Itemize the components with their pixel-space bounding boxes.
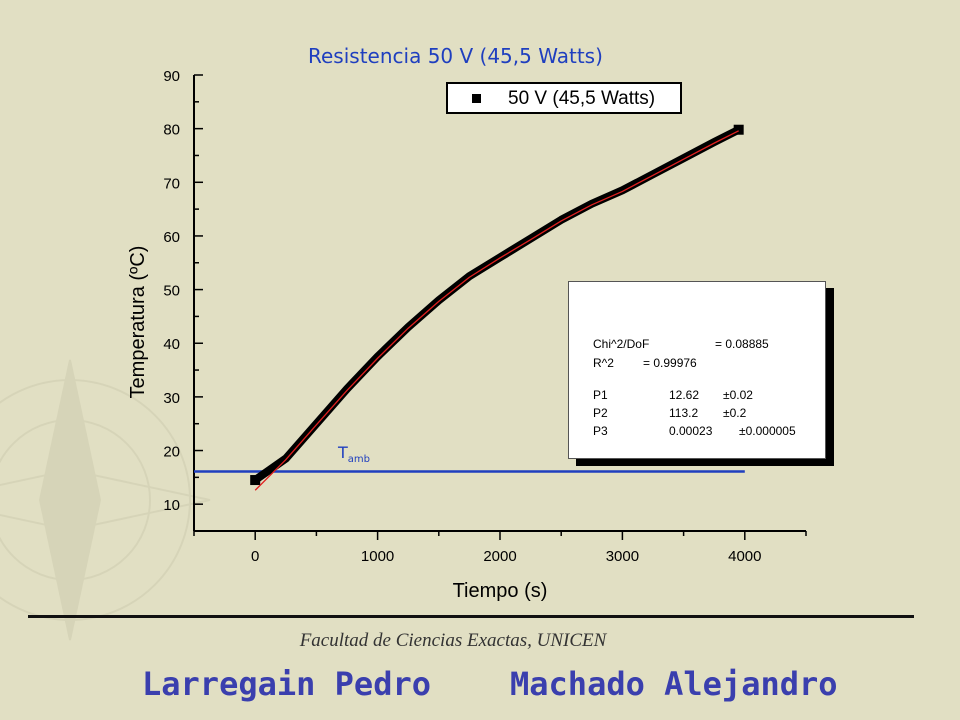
chart-legend: 50 V (45,5 Watts) (446, 82, 682, 114)
fit-stats-box: Chi^2/DoF = 0.08885 R^2 = 0.99976 P1 12.… (568, 281, 826, 459)
param-error: ±0.2 (723, 406, 747, 420)
param-name: P3 (593, 424, 608, 438)
r-label: R^2 (593, 356, 614, 370)
author-machado: Machado Alejandro (510, 665, 838, 703)
r-value: = 0.99976 (643, 356, 697, 370)
param-value: 113.2 (669, 406, 699, 420)
x-axis-label: Tiempo (s) (453, 580, 548, 602)
x-tick-label: 4000 (728, 548, 761, 565)
tamb-annotation: Tamb (338, 443, 370, 465)
legend-entry: 50 V (45,5 Watts) (508, 88, 656, 109)
x-tick-label: 2000 (483, 548, 516, 565)
y-tick-label: 80 (163, 122, 180, 139)
faculty-name: Facultad de Ciencias Exactas, UNICEN (299, 630, 607, 651)
y-axis-label: Temperatura (ºC) (127, 246, 149, 399)
chi-label: Chi^2/DoF (593, 337, 650, 351)
series-layer (194, 124, 745, 491)
x-tick-label: 3000 (606, 548, 639, 565)
y-ticks: 10 20 30 40 50 60 70 80 90 (163, 68, 203, 514)
y-tick-label: 20 (163, 444, 180, 461)
y-tick-label: 10 (163, 497, 180, 514)
y-tick-label: 60 (163, 229, 180, 246)
tamb-main: T (338, 443, 348, 462)
param-value: 12.62 (669, 388, 700, 402)
chart-title: Resistencia 50 V (45,5 Watts) (308, 44, 603, 68)
y-tick-label: 50 (163, 283, 180, 300)
param-error: ±0.000005 (739, 424, 796, 438)
author-larregain: Larregain Pedro (142, 665, 431, 703)
param-error: ±0.02 (723, 388, 753, 402)
param-name: P2 (593, 406, 608, 420)
x-tick-label: 0 (251, 548, 259, 565)
y-tick-label: 90 (163, 68, 180, 85)
legend-marker-square-icon (472, 94, 481, 103)
tamb-sub: amb (347, 454, 370, 466)
y-tick-label: 30 (163, 390, 180, 407)
footer-divider (28, 615, 914, 618)
x-tick-label: 1000 (361, 548, 394, 565)
param-name: P1 (593, 388, 608, 402)
fit-line (254, 130, 739, 491)
chi-value: = 0.08885 (715, 337, 769, 351)
data-point (250, 475, 261, 486)
x-ticks: 0 1000 2000 3000 4000 (193, 531, 807, 565)
data-point (733, 124, 744, 135)
param-value: 0.00023 (669, 424, 713, 438)
y-tick-label: 70 (163, 175, 180, 192)
y-tick-label: 40 (163, 336, 180, 353)
